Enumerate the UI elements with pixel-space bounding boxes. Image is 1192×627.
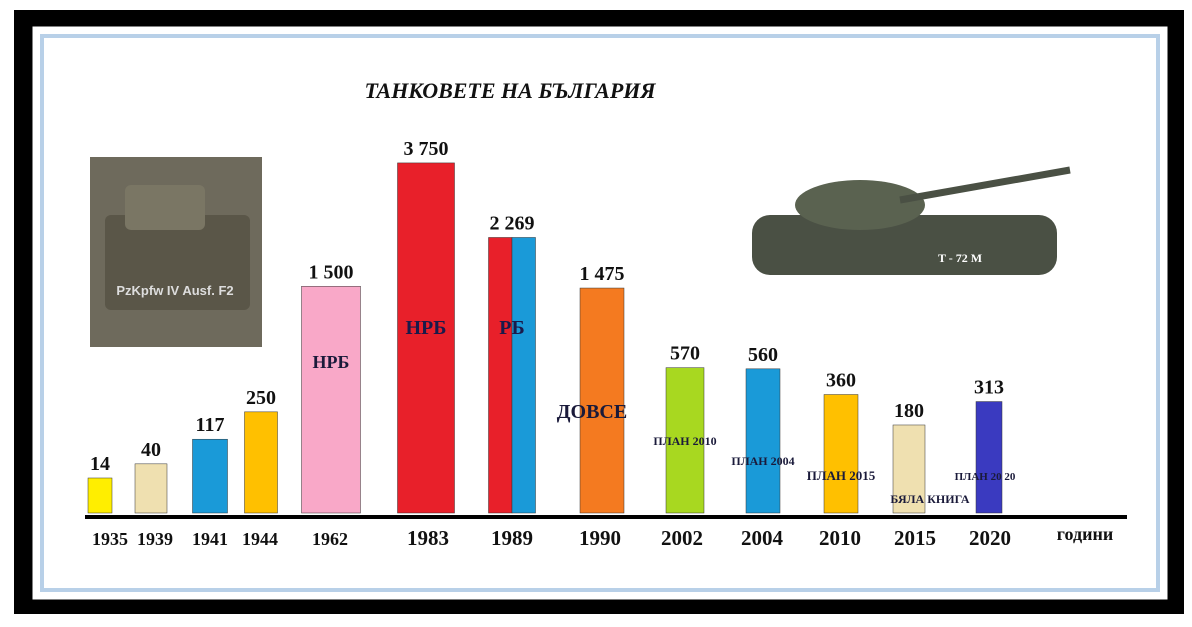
value-label: 117 xyxy=(196,414,225,436)
bar xyxy=(134,463,168,514)
x-tick-label: 2020 xyxy=(969,526,1011,550)
bar-annotation: НРБ xyxy=(313,352,350,372)
bar-annotation: ДОВСЕ xyxy=(557,401,627,423)
x-tick-label: 1941 xyxy=(192,529,228,549)
x-tick-label: 1944 xyxy=(242,529,278,549)
bar-annotation: ПЛАН 2010 xyxy=(653,434,716,448)
x-tick-label: 1983 xyxy=(407,526,449,550)
x-tick-label: 1989 xyxy=(491,526,533,550)
x-tick-label: 2002 xyxy=(661,526,703,550)
x-tick-label: 2010 xyxy=(819,526,861,550)
x-tick-label: 1990 xyxy=(579,526,621,550)
bar xyxy=(579,287,625,514)
bar-annotation: ПЛАН 2004 xyxy=(731,454,794,468)
x-tick-label: 1962 xyxy=(312,529,348,549)
value-label: 1 475 xyxy=(580,263,625,285)
bar xyxy=(87,477,113,514)
bar-annotation: РБ xyxy=(499,317,524,339)
value-label: 250 xyxy=(246,387,276,409)
bar xyxy=(301,286,361,514)
bar-annotation: ПЛАН 2015 xyxy=(807,468,876,483)
value-label: 560 xyxy=(748,344,778,366)
left-tank-image: PzKpfw IV Ausf. F2 xyxy=(90,157,262,347)
right-tank-image: T - 72 M xyxy=(752,166,1071,275)
x-tick-label: 2015 xyxy=(894,526,936,550)
x-axis-label: години xyxy=(1057,524,1113,544)
value-label: 570 xyxy=(670,343,700,365)
bar xyxy=(975,401,1003,514)
value-label: 40 xyxy=(141,439,161,461)
bar xyxy=(397,162,455,514)
value-label: 14 xyxy=(90,453,110,475)
bar xyxy=(192,438,228,514)
tank-turret xyxy=(125,185,205,230)
image-caption: T - 72 M xyxy=(938,251,982,265)
chart-title: ТАНКОВЕТЕ НА БЪЛГАРИЯ xyxy=(364,78,656,103)
tank-gun xyxy=(899,166,1071,204)
bar xyxy=(823,394,859,514)
x-tick-label: 2004 xyxy=(741,526,784,550)
bar xyxy=(244,411,278,514)
value-label: 3 750 xyxy=(404,138,449,160)
bar xyxy=(511,237,536,514)
bar-annotation: БЯЛА КНИГА xyxy=(890,492,970,506)
bar-annotation: НРБ xyxy=(406,317,447,339)
bar xyxy=(488,237,513,514)
tank-turret xyxy=(795,180,925,230)
value-label: 1 500 xyxy=(309,261,354,283)
x-tick-label: 1935 xyxy=(92,529,128,549)
bar xyxy=(665,367,705,514)
image-caption: PzKpfw IV Ausf. F2 xyxy=(116,283,233,298)
bar xyxy=(892,424,926,514)
value-label: 360 xyxy=(826,370,856,392)
value-label: 2 269 xyxy=(490,212,535,234)
tank-hull xyxy=(105,215,250,310)
tank-hull xyxy=(752,215,1057,275)
bar xyxy=(745,368,781,514)
bar-annotation: ПЛАН 20 20 xyxy=(955,471,1016,483)
value-label: 180 xyxy=(894,400,924,422)
value-label: 313 xyxy=(974,377,1004,399)
x-tick-label: 1939 xyxy=(137,529,173,549)
